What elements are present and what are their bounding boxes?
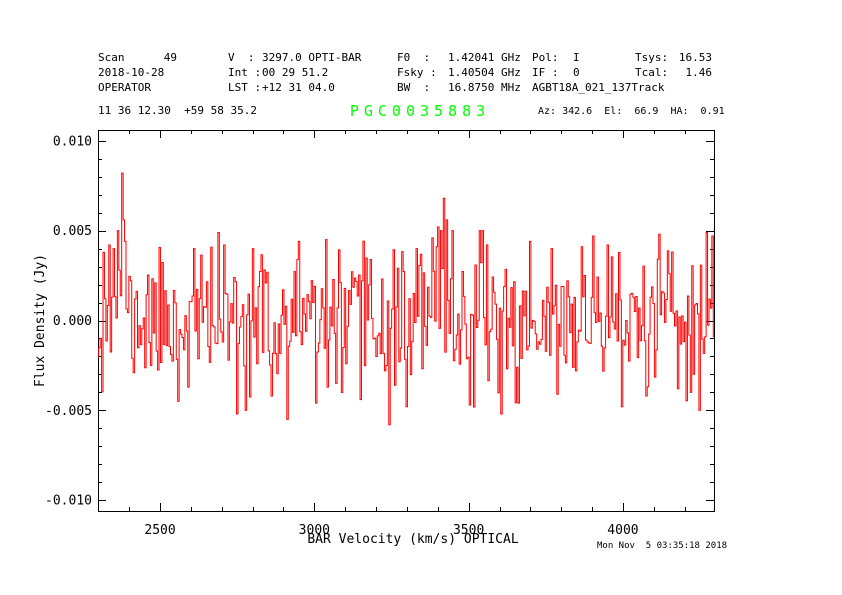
y-axis-title: Flux Density (Jy) [33, 254, 48, 387]
tcal-label: Tcal: [635, 66, 669, 79]
lst-value: +12 31 04.0 [262, 81, 335, 94]
pol-label: Pol: [532, 51, 559, 64]
if-label: IF : [532, 66, 559, 79]
y-tick-label: 0.000 [53, 314, 92, 329]
int-label: Int : [228, 66, 262, 79]
x-tick-label: 3500 [453, 523, 484, 538]
date-value: 2018-10-28 [98, 66, 165, 79]
lst-label: LST : [228, 81, 262, 94]
y-tick-label: 0.005 [53, 224, 92, 239]
f0-value: 1.42041 GHz [448, 51, 521, 64]
int-value: 00 29 51.2 [262, 66, 329, 79]
y-tick-label: 0.010 [53, 134, 92, 149]
pol-value: I [573, 51, 580, 64]
timestamp: Mon Nov 5 03:35:18 2018 [597, 541, 728, 551]
bw-label: BW : [397, 81, 431, 94]
plot-frame [98, 130, 715, 512]
pointing-value: Az: 342.6 El: 66.9 HA: 0.91 [538, 106, 725, 117]
y-tick-label: -0.010 [45, 494, 92, 509]
tsys-value: 16.53 [678, 51, 712, 64]
x-tick-label: 2500 [144, 523, 175, 538]
project-value: AGBT18A_021_137Track [532, 81, 665, 94]
coordinates-value: 11 36 12.30 +59 58 35.2 [98, 104, 257, 117]
scan-label: Scan [98, 51, 125, 64]
scan-value: 49 [163, 51, 177, 64]
source-name-title: PGC0035883 [349, 102, 491, 120]
tsys-label: Tsys: [635, 51, 669, 64]
velocity-label: V : [228, 51, 255, 64]
f0-label: F0 : [397, 51, 431, 64]
x-tick-label: 3000 [299, 523, 330, 538]
spectrum-trace [98, 172, 714, 426]
x-axis-title: BAR Velocity (km/s) OPTICAL [307, 532, 518, 547]
fsky-label: Fsky : [397, 66, 437, 79]
fsky-value: 1.40504 GHz [448, 66, 521, 79]
y-tick-label: -0.005 [45, 404, 92, 419]
operator-value: OPERATOR [98, 81, 151, 94]
x-tick-label: 4000 [607, 523, 638, 538]
velocity-value: 3297.0 OPTI-BAR [262, 51, 362, 64]
tcal-value: 1.46 [685, 66, 713, 79]
if-value: 0 [573, 66, 580, 79]
bw-value: 16.8750 MHz [448, 81, 521, 94]
